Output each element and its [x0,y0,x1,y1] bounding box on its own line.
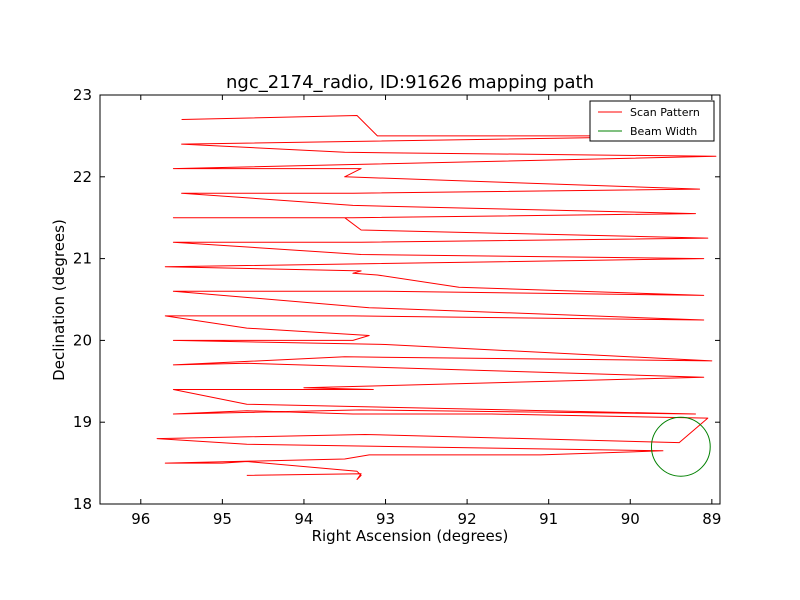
axis-ticks: 96 95 94 93 92 91 90 89 18 19 20 21 22 23 [73,86,721,528]
y-tick-label: 20 [73,331,92,349]
x-tick-label: 92 [458,510,477,528]
data-layer [156,115,717,480]
y-tick-label: 19 [73,413,92,431]
x-tick-label: 94 [294,510,313,528]
y-tick-label: 23 [73,86,92,104]
x-tick-label: 95 [213,510,232,528]
x-axis-label: Right Ascension (degrees) [312,527,509,545]
y-axis-label: Declination (degrees) [50,219,68,381]
x-tick-label: 93 [376,510,395,528]
x-tick-label: 90 [621,510,640,528]
beam-width-circle [650,416,711,477]
legend-box [589,100,715,142]
legend: Scan Pattern Beam Width [589,100,715,142]
x-tick-label: 96 [131,510,150,528]
chart-title: ngc_2174_radio, ID:91626 mapping path [226,72,594,93]
y-tick-label: 21 [73,250,92,268]
x-tick-label: 91 [539,510,558,528]
y-tick-label: 18 [73,495,92,513]
legend-label-beam-width: Beam Width [630,125,697,138]
x-tick-label: 89 [702,510,721,528]
y-tick-label: 22 [73,168,92,186]
plot-frame [99,94,721,505]
scan-pattern-line [156,115,717,480]
legend-label-scan-pattern: Scan Pattern [630,106,700,119]
